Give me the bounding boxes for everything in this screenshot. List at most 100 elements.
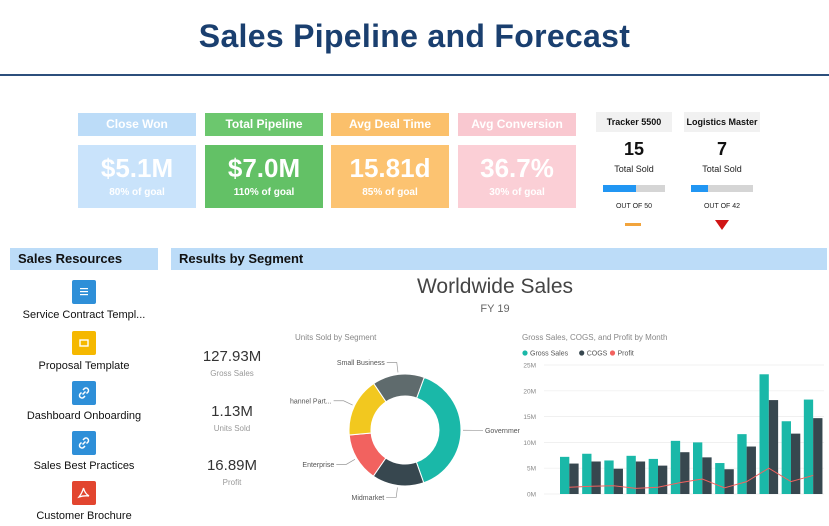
bar-gross-sales[interactable] bbox=[693, 442, 703, 494]
bar-cogs[interactable] bbox=[613, 468, 623, 494]
kpi-total-pipeline-card[interactable]: $7.0M 110% of goal bbox=[205, 145, 323, 208]
slides-icon bbox=[72, 331, 96, 355]
stat-value: 127.93M bbox=[202, 348, 262, 365]
bar-gross-sales[interactable] bbox=[781, 421, 791, 494]
tracker-logistics-master-card[interactable]: Logistics Master 7 Total Sold OUT OF 42 bbox=[684, 112, 760, 210]
kpi-close-won-card[interactable]: $5.1M 80% of goal bbox=[78, 145, 196, 208]
line-profit[interactable] bbox=[569, 467, 814, 489]
tracker-progress-fill bbox=[691, 185, 708, 192]
bar-gross-sales[interactable] bbox=[803, 399, 814, 494]
resource-proposal-template[interactable]: Proposal Template bbox=[10, 331, 158, 372]
title-divider bbox=[0, 74, 829, 76]
tracker-label: Total Sold bbox=[614, 164, 654, 174]
donut-slice-label: Midmarket bbox=[351, 495, 384, 502]
bar-gross-sales[interactable] bbox=[715, 463, 725, 494]
bar-gross-sales[interactable] bbox=[670, 440, 681, 494]
link-icon bbox=[72, 431, 96, 455]
link-icon bbox=[72, 381, 96, 405]
resource-customer-brochure[interactable]: Customer Brochure bbox=[10, 481, 158, 522]
legend-label[interactable]: COGS bbox=[587, 351, 608, 358]
bar-cogs[interactable] bbox=[702, 457, 712, 494]
tracker-out-of: OUT OF 50 bbox=[615, 203, 653, 210]
kpi-avg-conversion-card[interactable]: 36.7% 30% of goal bbox=[458, 145, 576, 208]
resource-label: Customer Brochure bbox=[36, 510, 132, 522]
donut-leader-line bbox=[386, 487, 398, 498]
results-by-segment-header: Results by Segment bbox=[171, 248, 827, 270]
report-title: Worldwide Sales bbox=[416, 275, 573, 298]
stat-profit: 16.89M Profit bbox=[192, 457, 272, 487]
donut-leader-line bbox=[333, 400, 353, 406]
y-tick-label: 0M bbox=[527, 492, 536, 499]
stat-label: Gross Sales bbox=[210, 369, 254, 378]
bar-gross-sales[interactable] bbox=[604, 460, 614, 494]
sales-resources-header: Sales Resources bbox=[10, 248, 158, 270]
resource-label: Sales Best Practices bbox=[33, 460, 135, 472]
kpi-goal: 80% of goal bbox=[109, 187, 165, 198]
resource-label: Dashboard Onboarding bbox=[26, 410, 142, 422]
donut-leader-line bbox=[386, 362, 399, 373]
resource-label: Proposal Template bbox=[38, 360, 130, 372]
units-by-segment-donut-chart[interactable]: Government Midmarket Enterprise Channel Par… bbox=[290, 352, 520, 512]
bar-chart-title: Gross Sales, COGS, and Profit by Month bbox=[522, 333, 668, 342]
tracker-progress-fill bbox=[603, 185, 636, 192]
kpi-avg-deal-time-card[interactable]: 15.81d 85% of goal bbox=[331, 145, 449, 208]
kpi-goal: 110% of goal bbox=[233, 187, 295, 198]
donut-leader-line bbox=[336, 459, 356, 465]
resource-sales-best-practices[interactable]: Sales Best Practices bbox=[10, 431, 158, 472]
bar-cogs[interactable] bbox=[768, 400, 779, 494]
monthly-sales-bar-chart[interactable]: Gross Sales COGS Profit 0M 5M 10M 15M 20M 25M bbox=[518, 344, 828, 504]
tracker-value: 7 bbox=[716, 139, 727, 159]
bar-cogs[interactable] bbox=[635, 461, 646, 494]
tracker-out-of: OUT OF 42 bbox=[703, 203, 741, 210]
bar-cogs[interactable] bbox=[790, 433, 801, 494]
kpi-goal: 30% of goal bbox=[489, 187, 545, 198]
bar-gross-sales[interactable] bbox=[560, 456, 570, 494]
stat-value: 1.13M bbox=[211, 403, 253, 420]
tracker-5500-card[interactable]: Tracker 5500 15 Total Sold OUT OF 50 bbox=[596, 112, 672, 210]
bar-cogs[interactable] bbox=[724, 469, 734, 494]
donut-slice-government[interactable] bbox=[415, 376, 462, 484]
donut-slice-small-business[interactable] bbox=[373, 373, 425, 403]
tracker-name: Tracker 5500 bbox=[596, 112, 672, 132]
legend-marker bbox=[579, 350, 585, 356]
report-subtitle: FY 19 bbox=[480, 303, 510, 315]
y-tick-label: 15M bbox=[523, 414, 536, 421]
bar-cogs[interactable] bbox=[746, 446, 756, 494]
kpi-value: $5.1M bbox=[100, 153, 174, 183]
bar-cogs[interactable] bbox=[569, 463, 579, 494]
bar-gross-sales[interactable] bbox=[582, 453, 592, 494]
y-tick-label: 25M bbox=[523, 363, 536, 370]
bar-gross-sales[interactable] bbox=[648, 458, 658, 494]
y-tick-label: 5M bbox=[527, 466, 536, 473]
donut-chart-title: Units Sold by Segment bbox=[295, 333, 377, 342]
legend-label[interactable]: Gross Sales bbox=[530, 351, 569, 358]
bar-gross-sales[interactable] bbox=[737, 434, 747, 494]
kpi-close-won-header: Close Won bbox=[78, 113, 196, 136]
bar-cogs[interactable] bbox=[813, 418, 823, 494]
tracker-progress-bar bbox=[691, 185, 753, 192]
tracker-name: Logistics Master bbox=[684, 112, 760, 132]
resource-service-contract[interactable]: Service Contract Templ... bbox=[10, 280, 158, 321]
tracker-label: Total Sold bbox=[702, 164, 742, 174]
page-title: Sales Pipeline and Forecast bbox=[198, 18, 631, 54]
tracker-value: 15 bbox=[623, 139, 645, 159]
document-icon bbox=[72, 280, 96, 304]
stat-label: Units Sold bbox=[213, 424, 251, 433]
stat-label: Profit bbox=[222, 478, 242, 487]
bar-cogs[interactable] bbox=[657, 465, 668, 494]
resource-dashboard-onboarding[interactable]: Dashboard Onboarding bbox=[10, 381, 158, 422]
kpi-avg-conversion-header: Avg Conversion bbox=[458, 113, 576, 136]
donut-slice-label: Government bbox=[485, 428, 520, 435]
legend-label[interactable]: Profit bbox=[618, 351, 634, 358]
legend-marker bbox=[522, 350, 528, 356]
kpi-goal: 85% of goal bbox=[362, 187, 418, 198]
bar-gross-sales[interactable] bbox=[759, 374, 769, 494]
y-tick-label: 20M bbox=[523, 388, 536, 395]
stat-value: 16.89M bbox=[206, 457, 258, 474]
kpi-avg-deal-time-header: Avg Deal Time bbox=[331, 113, 449, 136]
kpi-total-pipeline-header: Total Pipeline bbox=[205, 113, 323, 136]
bar-cogs[interactable] bbox=[680, 452, 690, 494]
donut-slice-label: Channel Part... bbox=[290, 398, 332, 405]
bar-cogs[interactable] bbox=[591, 461, 601, 494]
bar-gross-sales[interactable] bbox=[626, 455, 636, 494]
